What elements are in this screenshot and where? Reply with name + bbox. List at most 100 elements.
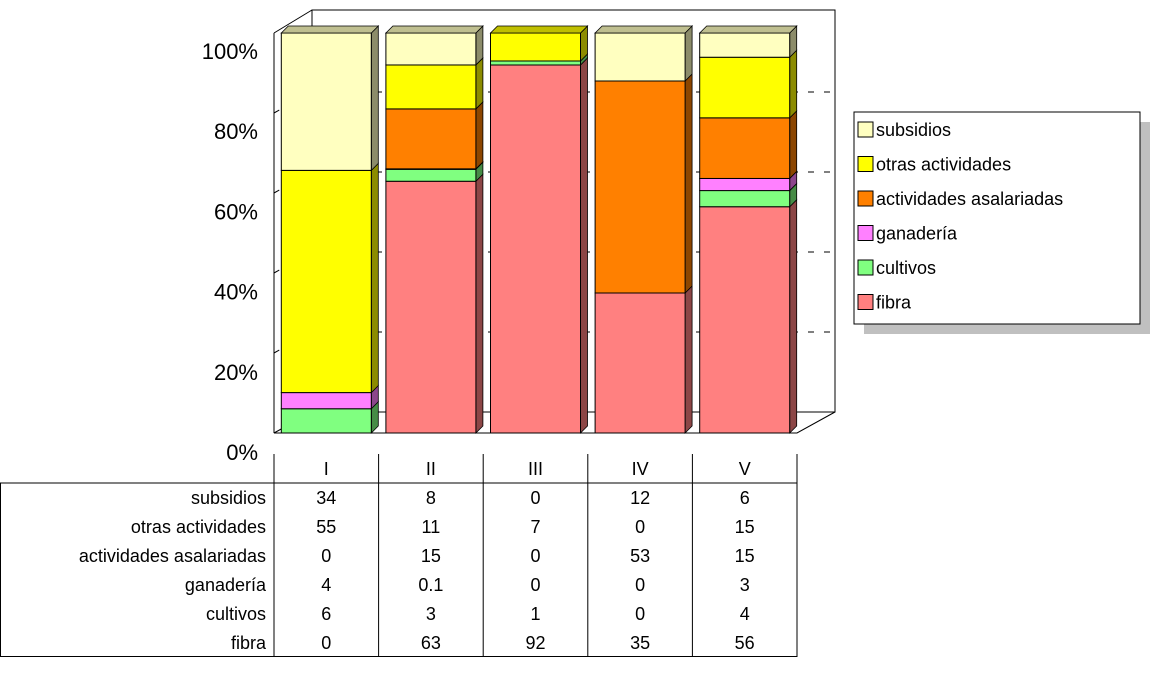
table-cell: 0 xyxy=(530,546,540,566)
bar-segment xyxy=(594,32,686,82)
table-cell: 15 xyxy=(735,517,755,537)
bar-segment xyxy=(699,32,791,58)
legend-swatch xyxy=(857,156,874,172)
legend-label: cultivos xyxy=(876,258,936,278)
legend-label: otras actividades xyxy=(876,155,1011,175)
bar-top xyxy=(280,25,380,34)
bar-top xyxy=(594,25,694,34)
table-cell: 35 xyxy=(630,633,650,653)
bar-segment-side xyxy=(789,109,798,180)
table-cell: 0 xyxy=(530,575,540,595)
bar-top xyxy=(384,25,484,34)
table-cell: 34 xyxy=(316,488,336,508)
table-cell: 12 xyxy=(630,488,650,508)
legend-swatch xyxy=(857,294,874,310)
table-cell: 6 xyxy=(321,604,331,624)
table-cell: 15 xyxy=(735,546,755,566)
chart-bars xyxy=(280,25,798,434)
bar-segment xyxy=(280,392,372,410)
y-tick-label: 80% xyxy=(214,119,258,144)
table-cell: 63 xyxy=(421,633,441,653)
y-tick-label: 20% xyxy=(214,360,258,385)
legend-label: subsidios xyxy=(876,120,951,140)
legend-swatch xyxy=(857,225,874,241)
legend-swatch xyxy=(857,259,874,276)
legend-swatch xyxy=(857,190,874,207)
bar-segment xyxy=(699,190,791,208)
bar-segment-side xyxy=(370,162,379,394)
table-row-label: subsidios xyxy=(191,488,266,508)
table-cell: 0 xyxy=(321,546,331,566)
bar-segment-side xyxy=(684,25,693,82)
bar-segment xyxy=(699,206,791,434)
bar-segment xyxy=(490,32,581,62)
table-cell: 0 xyxy=(635,575,645,595)
table-cell: 4 xyxy=(740,604,750,624)
bar-segment xyxy=(280,32,372,171)
table-cell: 3 xyxy=(740,575,750,595)
table-row-label: ganadería xyxy=(185,575,267,595)
y-tick-label: 60% xyxy=(214,199,258,224)
bar-top xyxy=(489,25,589,34)
y-tick-label: 100% xyxy=(202,39,258,64)
category-label: V xyxy=(739,459,751,479)
bar-segment xyxy=(699,56,791,119)
legend-label: ganadería xyxy=(876,224,958,244)
bar-segment xyxy=(699,117,791,179)
table-row-label: fibra xyxy=(231,633,267,653)
bar-segment xyxy=(385,168,477,182)
table-cell: 15 xyxy=(421,546,441,566)
table-cell: 0 xyxy=(530,488,540,508)
bar-segment-side xyxy=(789,198,798,434)
y-axis-ticks: 0% 20% 40% 60% 80% 100% xyxy=(202,39,258,465)
table-cell: 6 xyxy=(740,488,750,508)
category-label: II xyxy=(426,459,436,479)
legend-label: fibra xyxy=(876,293,912,313)
table-cell: 0 xyxy=(635,604,645,624)
bar-segment xyxy=(490,60,581,66)
category-label: III xyxy=(528,459,543,479)
table-cell: 0 xyxy=(321,633,331,653)
table-cell: 0 xyxy=(635,517,645,537)
table-cell: 0.1 xyxy=(418,575,443,595)
table-cell: 55 xyxy=(316,517,336,537)
legend-swatch xyxy=(857,121,874,138)
bar-segment xyxy=(385,180,477,434)
table-cell: 1 xyxy=(530,604,540,624)
category-label: IV xyxy=(632,459,649,479)
bar-segment-side xyxy=(684,73,693,294)
bar-segment xyxy=(594,80,686,294)
legend-box xyxy=(853,111,1141,325)
table-cell: 92 xyxy=(525,633,545,653)
legend: subsidios otras actividades actividades as… xyxy=(853,111,1150,334)
bar-segment-side xyxy=(684,285,693,434)
table-cell: 4 xyxy=(321,575,331,595)
bar-segment-side xyxy=(789,49,798,119)
table-cell: 53 xyxy=(630,546,650,566)
y-tick-label: 40% xyxy=(214,280,258,305)
table-cell: 11 xyxy=(422,517,441,537)
table-row-label: cultivos xyxy=(206,604,266,624)
table-cell: 3 xyxy=(426,604,436,624)
table-cell: 56 xyxy=(735,633,755,653)
bar-segment xyxy=(699,177,791,192)
bar-segment xyxy=(594,292,686,434)
side-top-edge xyxy=(273,9,313,34)
bar-segment-side xyxy=(475,57,484,110)
category-label: I xyxy=(324,459,329,479)
bar-segment-side xyxy=(475,100,484,170)
bar-top xyxy=(698,25,798,34)
legend-label: actividades asalariadas xyxy=(876,189,1063,209)
table-row-label: actividades asalariadas xyxy=(79,546,266,566)
bar-segment-side xyxy=(475,173,484,434)
bar-segment xyxy=(385,32,477,66)
bar-segment xyxy=(385,64,477,110)
y-tick-label: 0% xyxy=(226,440,258,465)
bar-segment xyxy=(490,64,581,434)
bar-segment xyxy=(385,108,477,170)
table-row-label: otras actividades xyxy=(131,517,266,537)
table-cell: 7 xyxy=(530,517,540,537)
bar-segment-side xyxy=(370,25,379,172)
table-cell: 8 xyxy=(426,488,436,508)
